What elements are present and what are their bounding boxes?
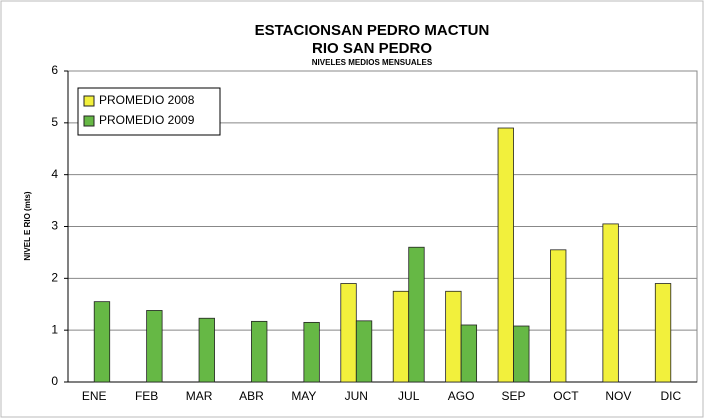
bar <box>303 321 320 383</box>
bar <box>392 290 410 383</box>
y-tick-label: 4 <box>51 167 58 181</box>
bar <box>654 283 672 383</box>
legend-label: PROMEDIO 2008 <box>99 93 195 107</box>
legend-box <box>77 87 221 136</box>
x-tick-label: SEP <box>502 389 526 403</box>
y-tick-label: 6 <box>51 63 58 77</box>
chart-annotation: NIVELES MEDIOS MENSUALES <box>312 58 433 67</box>
chart-subtitle: RIO SAN PEDRO <box>312 40 432 57</box>
y-tick-label: 0 <box>51 374 58 388</box>
bar <box>408 246 425 383</box>
bar <box>497 127 514 383</box>
x-tick-label: NOV <box>605 389 631 403</box>
bar <box>93 301 111 383</box>
x-tick-label: FEB <box>135 389 158 403</box>
x-tick-label: AGO <box>448 389 475 403</box>
legend-swatch <box>83 95 95 107</box>
x-tick-label: ABR <box>239 389 264 403</box>
x-tick-label: ENE <box>82 389 107 403</box>
legend-swatch <box>83 115 95 127</box>
bar <box>251 320 268 383</box>
x-tick-label: OCT <box>553 389 579 403</box>
y-axis-label: NIVEL E RIO (mts) <box>23 191 32 261</box>
y-tick-label: 5 <box>51 115 58 129</box>
bar <box>146 310 163 383</box>
x-tick-label: MAR <box>186 389 213 403</box>
bar <box>355 320 373 383</box>
chart-title: ESTACIONSAN PEDRO MACTUN <box>255 22 490 39</box>
x-tick-label: JUL <box>398 389 420 403</box>
bar <box>198 317 215 383</box>
bar <box>460 324 478 383</box>
y-tick-label: 2 <box>51 271 58 285</box>
x-tick-label: DIC <box>660 389 681 403</box>
x-tick-label: MAY <box>291 389 316 403</box>
x-tick-label: JUN <box>345 389 368 403</box>
bar <box>513 325 530 383</box>
y-tick-label: 1 <box>51 322 58 336</box>
bar <box>602 223 619 383</box>
y-tick-label: 3 <box>51 219 58 233</box>
legend-label: PROMEDIO 2009 <box>99 113 195 127</box>
bar <box>550 249 567 383</box>
bar <box>445 290 462 383</box>
bar <box>340 283 357 383</box>
